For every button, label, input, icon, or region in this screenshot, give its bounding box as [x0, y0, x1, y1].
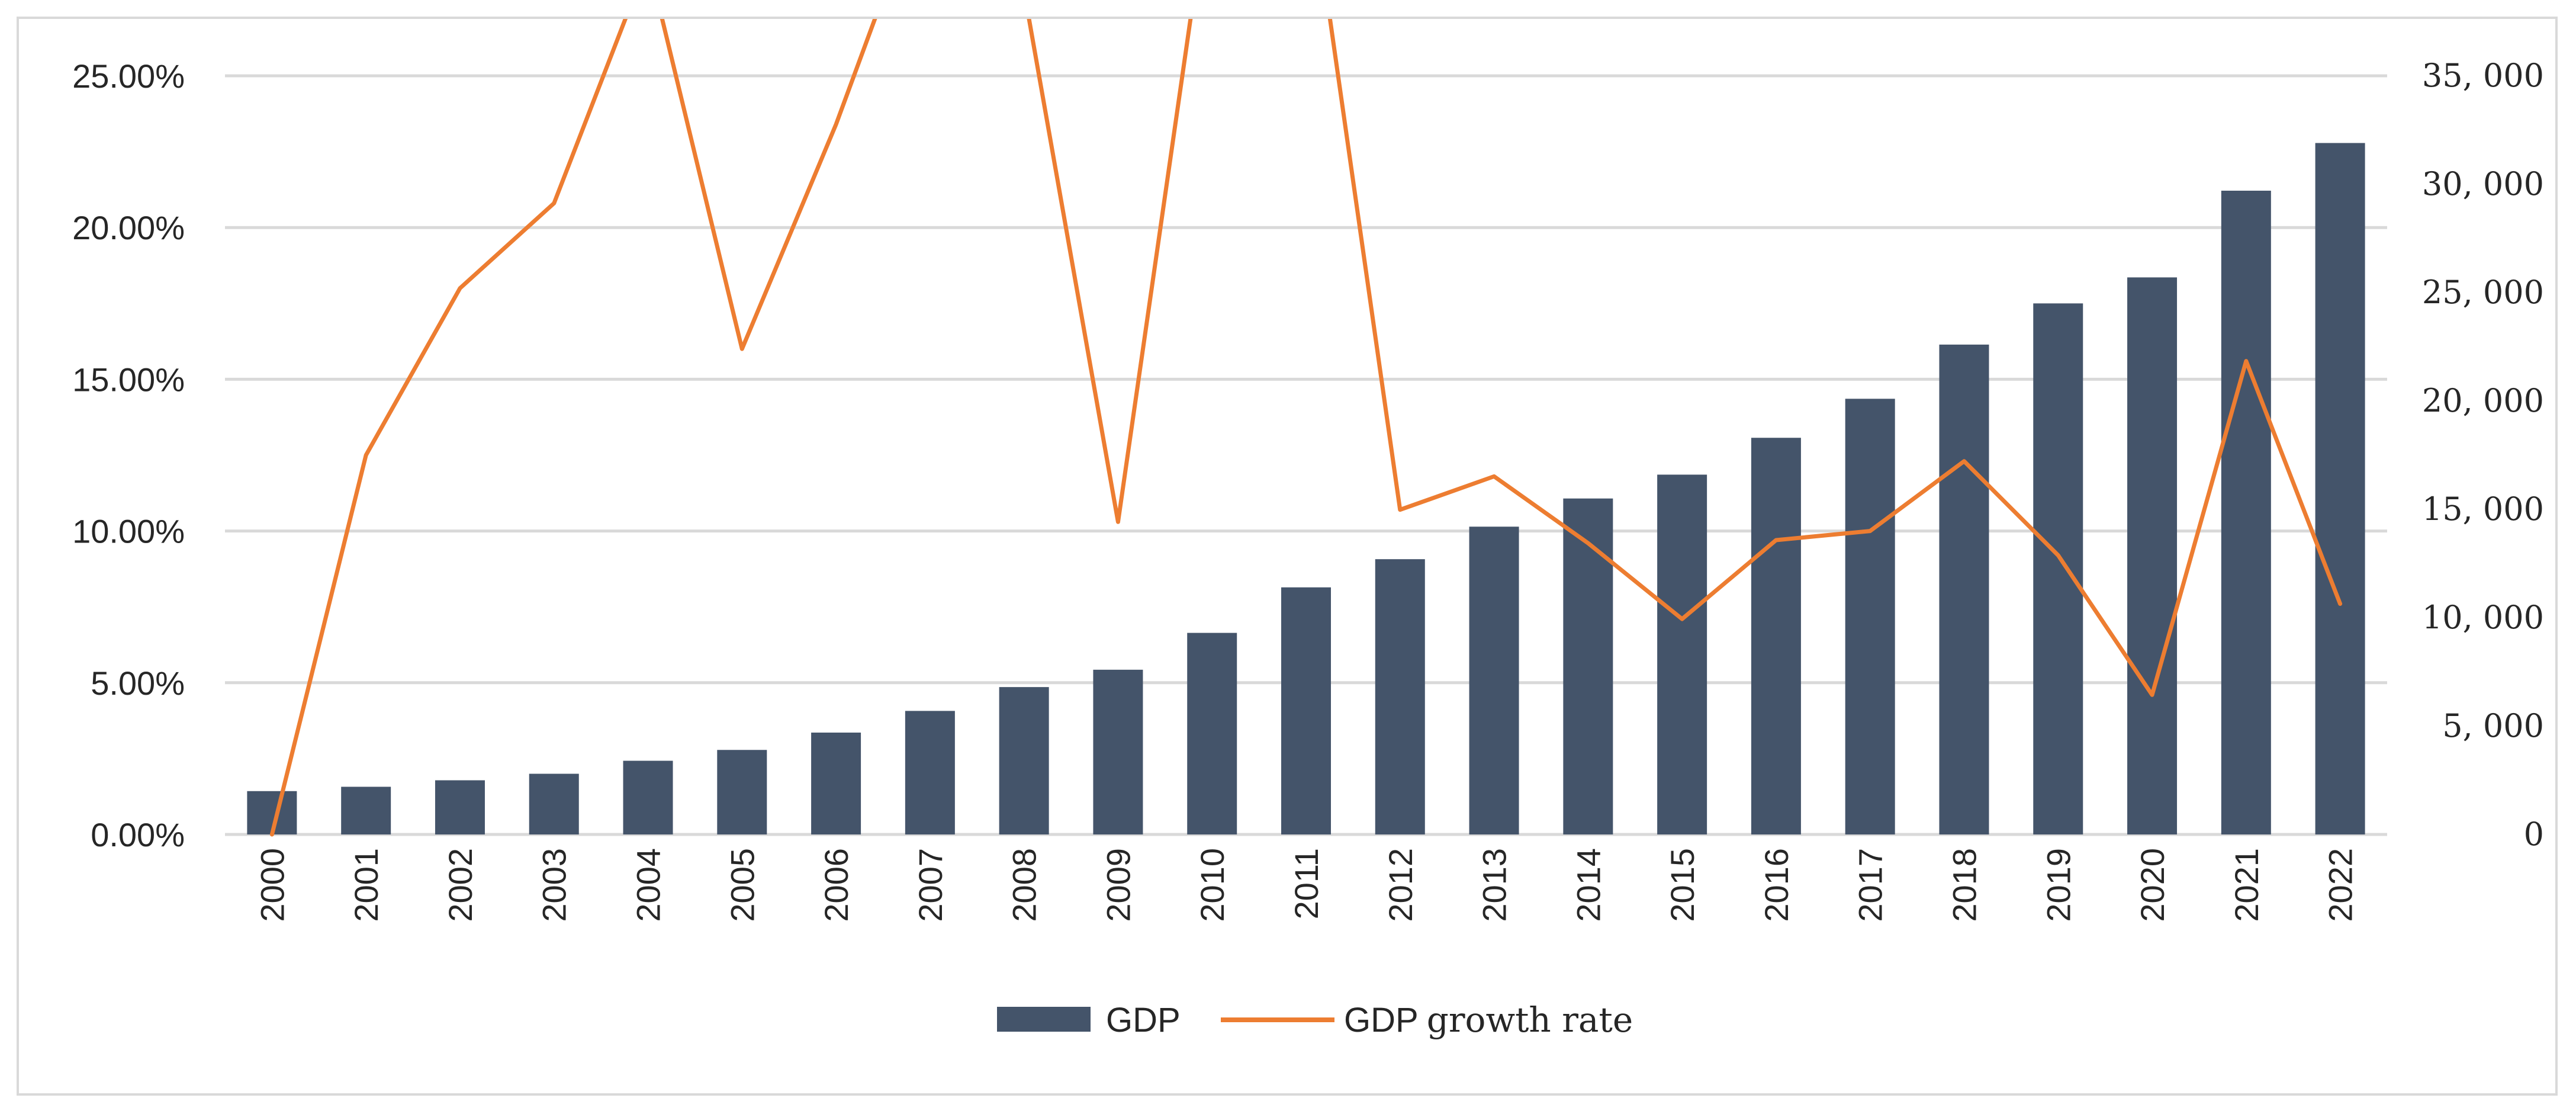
x-tick-label: 2019	[2040, 848, 2077, 922]
right-tick-label: 35, 000	[2422, 57, 2544, 94]
x-tick-label: 2002	[442, 848, 479, 922]
x-tick-label: 2001	[348, 848, 385, 922]
gridlines	[225, 74, 2387, 836]
x-tick-label: 2017	[1852, 848, 1889, 922]
gdp-bar-2011	[1281, 587, 1331, 834]
x-tick-label: 2014	[1570, 848, 1607, 922]
x-tick-label: 2016	[1758, 848, 1795, 922]
x-tick-label: 2012	[1382, 848, 1419, 922]
left-tick-label: 0.00%	[91, 816, 185, 853]
legend-gdp-label: GDP	[1106, 1001, 1181, 1039]
gdp-bar-2021	[2221, 190, 2271, 835]
right-tick-label: 0	[2524, 816, 2544, 853]
left-tick-label: 15.00%	[72, 361, 185, 398]
gdp-bar-2004	[623, 760, 673, 834]
left-tick-label: 5.00%	[91, 664, 185, 702]
x-tick-label: 2000	[253, 848, 291, 922]
growth-rate-line-group	[269, 19, 2343, 837]
right-tick-label: 5, 000	[2442, 707, 2544, 744]
x-tick-label: 2007	[912, 848, 949, 922]
chart-svg: 0.00% 5.00% 10.00% 15.00% 20.00% 25.00% 0 5, 0…	[72, 19, 2544, 1040]
legend-gdp-swatch	[997, 1007, 1091, 1032]
x-axis-ticks: 2000 2001 2002 2003 2004 2005 2006 2007 2008 2009…	[253, 848, 2359, 922]
x-tick-label: 2006	[818, 848, 855, 922]
x-tick-label: 2011	[1288, 848, 1325, 919]
right-tick-label: 10, 000	[2422, 599, 2544, 636]
gdp-bar-2003	[529, 773, 579, 834]
chart-frame: 0.00% 5.00% 10.00% 15.00% 20.00% 25.00% 0 5, 0…	[17, 17, 2558, 1096]
gdp-bar-2017	[1845, 399, 1895, 834]
x-tick-label: 2003	[536, 848, 573, 922]
right-tick-label: 15, 000	[2422, 490, 2544, 528]
gdp-bar-2010	[1187, 633, 1237, 834]
gdp-bar-2019	[2033, 303, 2083, 834]
gdp-bar-2006	[811, 732, 861, 834]
gdp-bar-2007	[905, 711, 955, 834]
gdp-bar-2008	[999, 687, 1049, 834]
gdp-bar-2005	[717, 750, 767, 834]
gdp-bar-2012	[1375, 559, 1425, 834]
left-axis-ticks: 0.00% 5.00% 10.00% 15.00% 20.00% 25.00%	[72, 57, 185, 853]
x-tick-label: 2009	[1099, 848, 1137, 922]
x-tick-label: 2010	[1194, 848, 1231, 922]
gdp-bar-2001	[341, 786, 391, 834]
right-axis-ticks: 0 5, 000 10, 000 15, 000 20, 000 25, 000 30, 0…	[2422, 57, 2544, 853]
left-tick-label: 20.00%	[72, 209, 185, 246]
gdp-bars	[247, 143, 2365, 835]
x-tick-label: 2020	[2134, 848, 2171, 922]
x-tick-label: 2008	[1006, 848, 1043, 922]
x-tick-label: 2022	[2322, 848, 2359, 922]
x-tick-label: 2021	[2228, 848, 2265, 922]
legend-growth-rate-suffix: growth rate	[1427, 1000, 1633, 1040]
gdp-bar-2013	[1469, 526, 1519, 834]
x-tick-label: 2015	[1664, 848, 1701, 922]
gdp-bar-2022	[2315, 143, 2365, 835]
gdp-bar-2020	[2127, 277, 2178, 834]
gdp-bar-2009	[1093, 669, 1143, 834]
x-tick-label: 2005	[723, 848, 761, 922]
gdp-bar-2002	[435, 780, 485, 834]
x-tick-label: 2004	[630, 848, 667, 922]
gdp-bar-2014	[1563, 498, 1613, 834]
gdp-bar-2018	[1939, 344, 1989, 834]
right-tick-label: 25, 000	[2422, 274, 2544, 311]
legend: GDP GDP growth rate	[997, 1000, 1633, 1040]
growth-rate-line	[269, 19, 2343, 837]
x-tick-label: 2018	[1945, 848, 1983, 922]
right-tick-label: 30, 000	[2422, 165, 2544, 203]
left-tick-label: 25.00%	[72, 57, 185, 95]
right-tick-label: 20, 000	[2422, 382, 2544, 419]
left-tick-label: 10.00%	[72, 513, 185, 550]
gdp-bar-2016	[1751, 438, 1801, 834]
legend-growth-rate-prefix: GDP	[1344, 1001, 1419, 1039]
x-tick-label: 2013	[1476, 848, 1513, 922]
gdp-bar-2015	[1657, 474, 1707, 834]
legend-growth-rate-label: GDP growth rate	[1344, 1000, 1633, 1040]
